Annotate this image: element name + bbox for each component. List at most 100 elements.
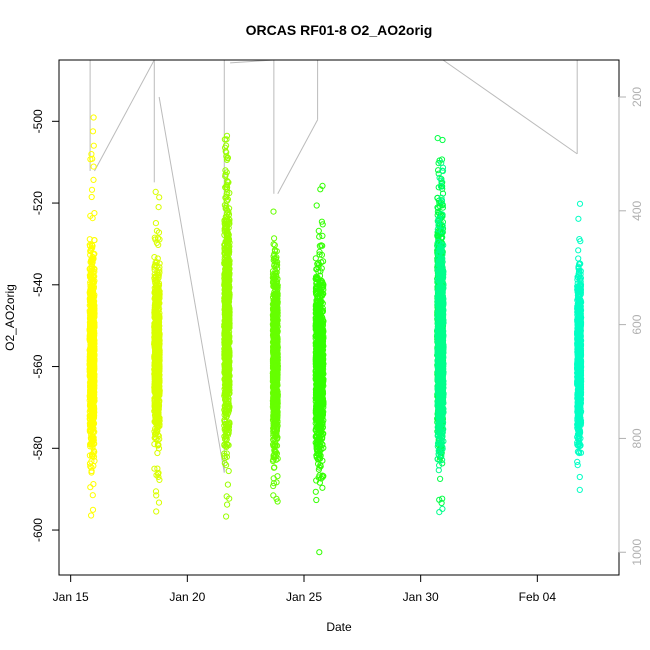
data-point — [90, 450, 97, 457]
data-point — [89, 313, 97, 320]
data-point — [90, 453, 98, 460]
data-point — [88, 292, 96, 299]
data-point — [90, 114, 97, 121]
data-point — [156, 264, 163, 271]
data-point — [87, 273, 94, 280]
data-point — [90, 414, 98, 421]
data-point — [156, 260, 163, 267]
data-point — [155, 362, 162, 369]
data-point — [153, 435, 160, 442]
data-point — [90, 414, 97, 421]
data-point — [89, 401, 97, 408]
data-point — [90, 354, 97, 362]
data-point — [87, 428, 94, 435]
data-point — [151, 328, 158, 335]
data-point — [91, 328, 98, 335]
data-point — [88, 512, 95, 519]
data-point — [154, 271, 162, 279]
data-point — [89, 349, 96, 356]
data-point — [90, 163, 97, 170]
data-point — [152, 188, 159, 195]
data-point — [89, 442, 96, 449]
series-rf01 — [86, 114, 98, 519]
data-point — [153, 472, 160, 479]
data-point — [151, 428, 158, 435]
data-point — [90, 420, 98, 427]
data-point — [155, 499, 163, 506]
data-point — [86, 241, 93, 249]
data-point — [156, 291, 163, 299]
data-point — [87, 251, 94, 259]
data-point — [155, 332, 162, 339]
data-point — [154, 428, 161, 435]
series-rf04 — [269, 208, 281, 505]
data-point — [155, 283, 162, 291]
data-point — [152, 290, 159, 297]
data-point — [151, 254, 158, 261]
data-point — [153, 239, 160, 246]
data-point — [87, 373, 94, 380]
data-point — [89, 128, 97, 135]
data-point — [151, 465, 158, 472]
data-point — [87, 484, 94, 491]
data-point — [88, 381, 96, 388]
data-point — [87, 349, 94, 356]
data-point — [89, 397, 97, 404]
data-point — [156, 355, 163, 362]
data-point — [154, 366, 161, 373]
pressure-trace-segment — [277, 119, 319, 194]
data-point — [152, 341, 159, 348]
data-point — [87, 156, 94, 163]
data-point — [89, 301, 97, 308]
data-point — [88, 307, 95, 314]
data-point — [91, 332, 98, 339]
data-point — [151, 408, 158, 415]
data-point — [90, 434, 97, 441]
data-point — [156, 476, 163, 483]
data-point — [89, 506, 97, 513]
data-point — [87, 401, 94, 408]
data-point — [88, 304, 96, 311]
data-point — [88, 377, 95, 384]
data-point — [88, 193, 95, 201]
data-point — [155, 349, 162, 356]
data-point — [225, 467, 232, 475]
data-point — [156, 375, 163, 382]
data-point — [90, 142, 97, 149]
data-point — [153, 419, 160, 427]
pressure-trace-segment — [158, 96, 225, 473]
data-point — [91, 250, 98, 257]
data-point — [91, 330, 98, 337]
data-point — [90, 462, 97, 470]
data-point — [156, 436, 163, 443]
data-point — [89, 436, 96, 443]
data-point — [90, 176, 97, 183]
data-point — [88, 245, 95, 252]
pressure-trace-segment — [442, 59, 578, 155]
data-point — [156, 315, 163, 323]
data-point — [86, 236, 93, 243]
chart-title: ORCAS RF01-8 O2_AO2orig — [246, 22, 433, 38]
data-point — [153, 364, 160, 371]
data-point — [155, 441, 162, 449]
data-point — [89, 320, 96, 328]
data-point — [155, 334, 162, 342]
data-point — [90, 364, 97, 371]
data-point — [89, 492, 96, 499]
data-point — [154, 449, 161, 457]
data-point — [151, 400, 158, 407]
pressure-trace-segment — [94, 59, 155, 172]
data-point — [155, 204, 162, 211]
data-point — [153, 492, 160, 499]
data-points — [86, 114, 585, 556]
data-point — [152, 220, 159, 227]
data-point — [151, 441, 158, 448]
data-point — [89, 215, 96, 222]
data-point — [154, 465, 161, 472]
series-rf02 — [151, 188, 163, 515]
data-point — [223, 513, 230, 520]
data-point — [90, 407, 98, 414]
data-point — [90, 336, 97, 343]
data-point — [88, 257, 95, 264]
